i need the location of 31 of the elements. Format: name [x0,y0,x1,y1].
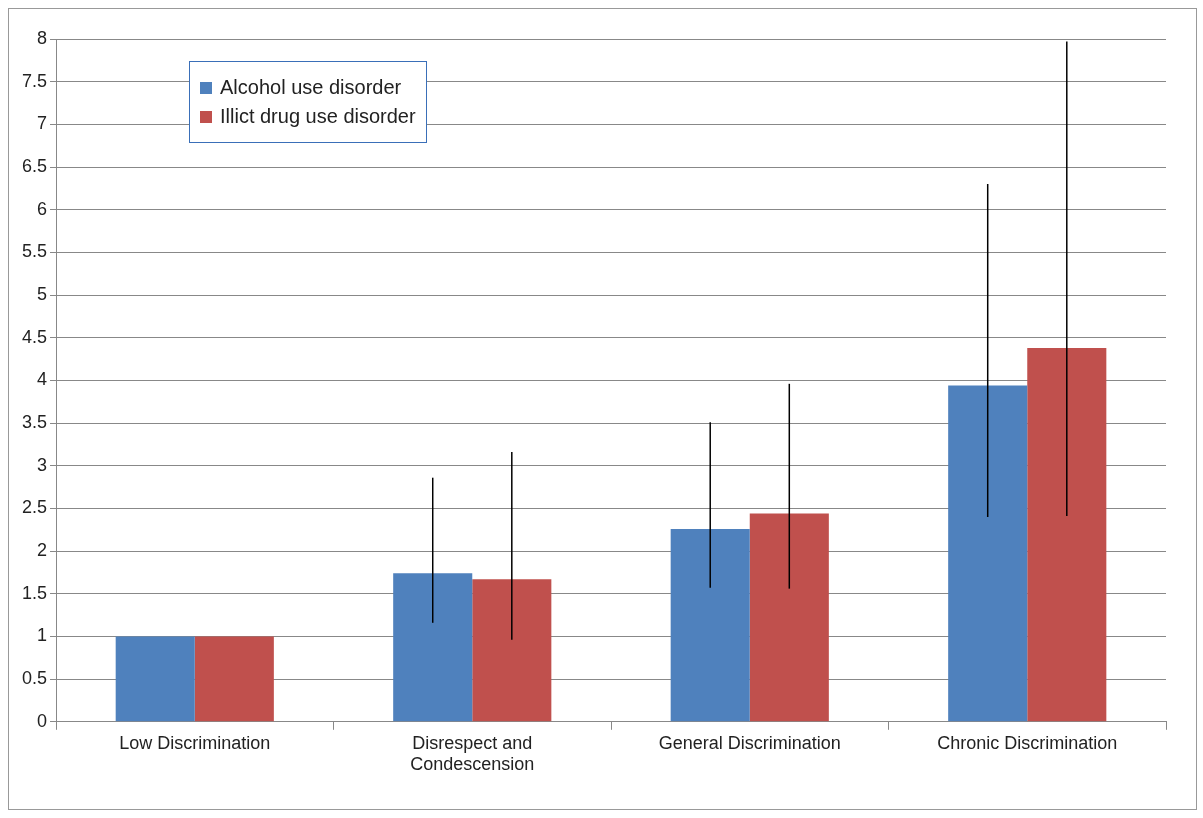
y-tick-label: 3.5 [21,412,48,433]
y-tick-label: 2 [37,540,48,561]
y-tick-label: 5.5 [21,241,48,262]
legend-label: Alcohol use disorder [220,76,402,99]
y-tick-label: 1 [37,625,48,646]
bar [115,636,195,722]
x-tick-label: Low Discrimination [119,732,271,753]
bar [194,636,274,722]
y-tick-label: 4 [37,369,48,390]
y-tick-label: 5 [37,284,48,305]
bar [1027,347,1107,722]
x-tick-label: Chronic Discrimination [937,732,1118,753]
y-tick-label: 7.5 [21,70,48,91]
y-tick-label: 6 [37,198,48,219]
y-tick-label: 3 [37,454,48,475]
x-tick-label: Disrespect and Condescension [410,732,535,775]
y-tick-label: 7 [37,113,48,134]
legend-label: Illict drug use disorder [220,105,416,128]
y-tick-label: 8 [37,27,48,48]
y-tick-label: 0.5 [21,668,48,689]
y-tick-label: 4.5 [21,326,48,347]
bar [472,579,552,722]
bar [670,528,750,722]
bar [393,573,473,722]
y-tick-label: 0 [37,710,48,731]
y-tick-label: 2.5 [21,497,48,518]
y-tick-label: 6.5 [21,155,48,176]
bar [749,513,829,722]
x-tick-label: General Discrimination [658,732,841,753]
y-tick-label: 1.5 [21,582,48,603]
bar [948,385,1028,722]
